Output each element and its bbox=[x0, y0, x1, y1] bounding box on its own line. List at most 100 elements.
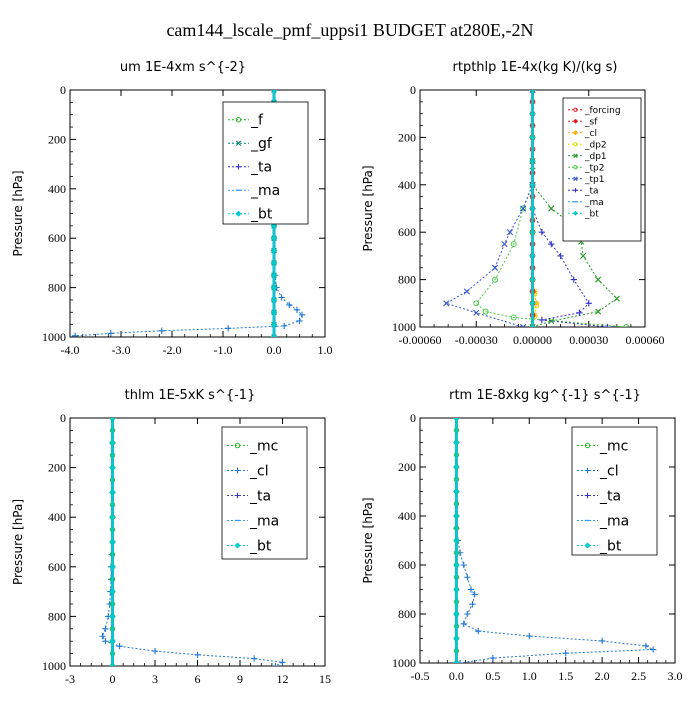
data-point bbox=[296, 317, 303, 325]
legend: _forcing_sf _cl_dp2 _dp1_tp2 _tp1_ta _ma_bt bbox=[562, 97, 642, 242]
data-point bbox=[510, 241, 517, 248]
x-tick-label: 9 bbox=[237, 672, 243, 686]
y-axis-label: Pressure [hPa] bbox=[361, 165, 375, 251]
legend-label: _forcing bbox=[584, 106, 621, 116]
data-point bbox=[649, 646, 657, 653]
data-point bbox=[475, 628, 482, 635]
x-tick-label: 0.5 bbox=[485, 669, 500, 683]
y-tick-label: 600 bbox=[398, 558, 416, 572]
y-tick-label: 200 bbox=[48, 132, 66, 146]
series-group bbox=[443, 90, 630, 327]
data-point bbox=[562, 650, 569, 657]
x-tick-label: 0.00060 bbox=[626, 333, 665, 347]
data-point bbox=[270, 296, 278, 304]
x-tick-label: 0.0 bbox=[267, 343, 282, 357]
legend-marker bbox=[573, 153, 578, 158]
legend-label: _mc bbox=[599, 438, 628, 454]
data-point bbox=[598, 637, 606, 645]
y-tick-label: 0 bbox=[410, 83, 416, 97]
data-point bbox=[270, 309, 278, 316]
x-tick-label: 1.5 bbox=[558, 669, 573, 683]
y-tick-label: 1000 bbox=[42, 330, 66, 344]
legend-label: _ma bbox=[584, 198, 604, 208]
x-tick-label: 12 bbox=[277, 672, 289, 686]
data-point bbox=[194, 651, 201, 658]
series-line bbox=[102, 418, 285, 666]
data-point bbox=[489, 654, 497, 662]
legend-marker bbox=[573, 107, 578, 112]
legend-box bbox=[571, 426, 658, 556]
panel-2: rtpthlp 1E-4x(kg K)/(kg s) Pressure [hPa]… bbox=[361, 60, 665, 347]
data-point bbox=[548, 205, 555, 212]
x-tick-label: 2.0 bbox=[595, 669, 610, 683]
legend-label: _cl bbox=[599, 463, 619, 479]
y-tick-label: 1000 bbox=[392, 656, 416, 670]
data-point bbox=[460, 561, 467, 569]
data-point bbox=[270, 333, 278, 337]
y-tick-label: 200 bbox=[398, 130, 416, 144]
data-point bbox=[460, 620, 467, 627]
legend-label: _sf bbox=[584, 117, 598, 127]
data-point bbox=[109, 613, 116, 620]
y-tick-label: 800 bbox=[48, 609, 66, 623]
data-point bbox=[467, 586, 475, 593]
x-tick-label: -0.00060 bbox=[399, 333, 442, 347]
data-point bbox=[529, 205, 536, 212]
y-tick-label: 200 bbox=[398, 460, 416, 474]
series-group bbox=[453, 418, 657, 663]
legend-marker bbox=[234, 467, 241, 474]
data-point bbox=[464, 610, 471, 618]
y-tick-label: 600 bbox=[48, 560, 66, 574]
data-point bbox=[613, 295, 620, 302]
data-point bbox=[102, 638, 109, 645]
legend-label: _ta bbox=[249, 488, 271, 504]
legend-marker bbox=[235, 163, 242, 170]
data-point bbox=[501, 240, 508, 248]
series-line bbox=[532, 90, 608, 327]
data-point bbox=[109, 464, 116, 471]
data-point bbox=[492, 276, 498, 283]
data-point bbox=[548, 240, 555, 248]
y-axis-label: Pressure [hPa] bbox=[361, 497, 375, 583]
legend-label: _cl bbox=[249, 463, 269, 479]
x-tick-label: -3.0 bbox=[112, 343, 131, 357]
legend-label: _ta bbox=[599, 488, 621, 504]
legend-label: _ta bbox=[250, 160, 272, 176]
data-point bbox=[529, 134, 536, 141]
data-point bbox=[453, 488, 460, 495]
data-point bbox=[529, 110, 536, 117]
data-point bbox=[270, 235, 278, 242]
data-point bbox=[538, 229, 546, 236]
data-point bbox=[453, 561, 460, 569]
legend: _f _gf _ta _ma _bt bbox=[222, 101, 309, 225]
data-point bbox=[453, 659, 460, 663]
panel-4: rtm 1E-8xkg kg^{-1} s^{-1} Pressure [hPa]… bbox=[361, 388, 683, 683]
data-point bbox=[109, 638, 116, 645]
legend-label: _ma bbox=[250, 183, 280, 199]
data-point bbox=[270, 321, 278, 328]
legend-box bbox=[222, 101, 309, 225]
y-tick-label: 0 bbox=[410, 411, 416, 425]
data-point bbox=[99, 633, 106, 640]
data-point bbox=[271, 334, 277, 337]
x-tick-label: -2.0 bbox=[163, 343, 182, 357]
x-tick-label: 0 bbox=[110, 672, 116, 686]
data-point bbox=[279, 659, 286, 666]
data-point bbox=[456, 659, 464, 663]
y-tick-label: 1000 bbox=[392, 320, 416, 334]
data-point bbox=[151, 647, 159, 655]
data-point bbox=[453, 418, 460, 422]
y-tick-label: 0 bbox=[60, 411, 66, 425]
data-point bbox=[109, 418, 116, 422]
data-point bbox=[529, 229, 536, 236]
data-point bbox=[270, 247, 278, 254]
x-tick-label: -3 bbox=[65, 672, 75, 686]
legend-marker bbox=[584, 542, 591, 549]
legend-marker bbox=[573, 130, 578, 135]
legend-label: _mc bbox=[249, 438, 278, 454]
y-tick-label: 200 bbox=[48, 461, 66, 475]
data-point bbox=[471, 591, 478, 598]
data-point bbox=[526, 632, 533, 640]
data-point bbox=[109, 514, 116, 521]
